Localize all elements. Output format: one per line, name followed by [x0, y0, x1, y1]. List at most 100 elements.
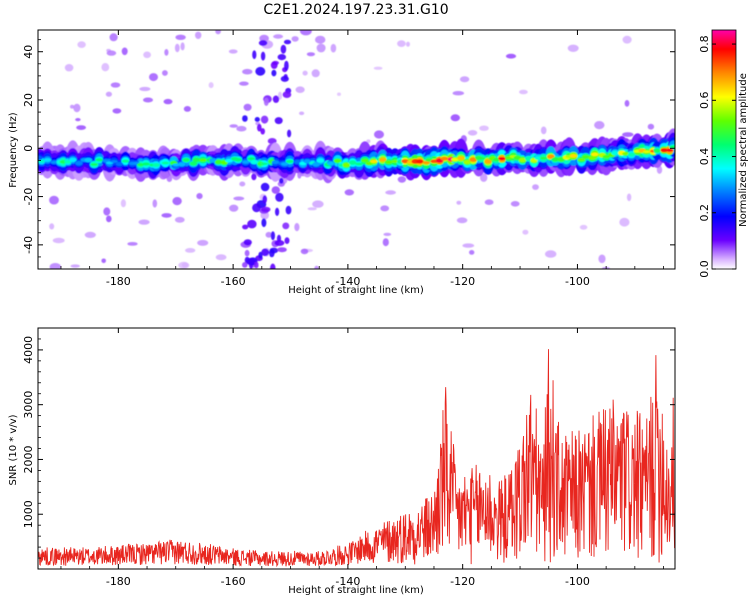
spectrogram-speckle	[183, 106, 191, 112]
spectrogram-speckle	[374, 130, 384, 139]
spectrogram-noise-blob	[275, 192, 284, 202]
spectrogram-speckle	[242, 68, 253, 75]
spectrogram-band-blob	[469, 157, 477, 163]
colorbar-label: Normalized spectral amplitude	[738, 73, 749, 227]
snr-y-tick-label: 2000	[22, 445, 35, 473]
spectrogram-speckle	[299, 111, 305, 116]
spectrogram-speckle	[49, 263, 61, 269]
spectrogram-band-blob	[152, 163, 160, 167]
spectrogram-band-blob	[95, 158, 104, 162]
spectrogram-noise-blob	[242, 262, 248, 268]
spectrogram-band-blob	[577, 158, 586, 162]
spectrogram-band-blob	[234, 157, 242, 162]
colorbar-tick-label: 0.4	[698, 148, 711, 166]
spectrogram-speckle	[174, 216, 185, 223]
spectrogram-speckle	[545, 250, 557, 258]
spectrogram-band-blob	[484, 159, 492, 164]
spectrogram-noise-blob	[269, 248, 275, 258]
snr-x-tick-label: -180	[106, 575, 131, 588]
spectrogram-speckle	[311, 69, 320, 78]
spectrogram-noise-blob	[270, 231, 275, 241]
spectrogram-speckle	[484, 199, 494, 205]
spectrogram-speckle	[459, 76, 470, 83]
spectrogram-noise-blob	[270, 263, 276, 269]
spectrogram-band-blob	[303, 159, 311, 164]
spectrogram-band-blob	[551, 157, 559, 162]
spectrogram-noise-blob	[260, 128, 266, 135]
spectrogram-speckle	[228, 49, 238, 54]
spectrogram-speckle	[540, 126, 547, 135]
spectrogram-speckle	[143, 97, 153, 103]
spectrogram-speckle	[138, 219, 150, 225]
spectrogram-noise-blob	[261, 218, 267, 228]
spectrogram-band-blob	[513, 155, 521, 160]
snr-series-line	[38, 349, 675, 568]
spectrogram-band-blob	[286, 159, 294, 164]
spectrogram-band-blob	[665, 148, 674, 152]
spectrogram-band-blob	[355, 162, 363, 166]
spectrogram-x-tick-label: -140	[335, 275, 360, 288]
spectrogram-band-blob	[534, 156, 542, 161]
spectrogram-noise-blob	[263, 97, 269, 106]
spectrogram-speckle	[49, 223, 55, 230]
spectrogram-speckle	[373, 66, 383, 70]
spectrogram-noise-blob	[260, 206, 271, 213]
spectrogram-band-blob	[281, 162, 289, 166]
spectrogram-speckle	[215, 30, 221, 35]
spectrogram-noise-blob	[284, 60, 289, 71]
spectrogram-speckle	[164, 49, 169, 56]
spectrogram-speckle	[152, 199, 158, 208]
spectrogram-speckle	[579, 224, 588, 230]
spectrogram-noise-blob	[247, 219, 257, 229]
spectrogram-speckle	[229, 124, 238, 128]
spectrogram-speckle	[180, 42, 185, 51]
spectrogram-noise-blob	[261, 248, 270, 257]
spectrogram-speckle	[480, 173, 488, 182]
spectrogram-speckle	[594, 121, 605, 130]
spectrogram-speckle	[215, 254, 227, 261]
spectrogram-band-blob	[627, 152, 636, 157]
spectrogram-band-blob	[250, 159, 258, 165]
spectrogram-band-blob	[422, 161, 431, 165]
spectrogram-y-tick-label: 40	[22, 45, 35, 59]
spectrogram-speckle	[330, 43, 337, 53]
spectrogram-band-blob	[182, 158, 190, 162]
spectrogram-noise-blob	[267, 138, 277, 145]
spectrogram-noise-blob	[275, 207, 280, 216]
spectrogram-speckle	[598, 254, 606, 264]
spectrogram-speckle	[295, 86, 305, 93]
spectrogram-noise-blob	[272, 95, 280, 103]
spectrogram-y-axis-label: Frequency (Hz)	[8, 112, 19, 188]
spectrogram-speckle	[49, 195, 59, 205]
spectrogram-noise-blob	[242, 115, 248, 122]
colorbar-tick-label: 0.2	[698, 204, 711, 222]
spectrogram-band-blob	[110, 160, 118, 163]
spectrogram-band-blob	[457, 156, 465, 161]
spectrogram-noise-blob	[253, 261, 259, 269]
spectrogram-heat-layer	[38, 30, 675, 269]
spectrogram-band-blob	[50, 160, 59, 164]
spectrogram-noise-blob	[284, 237, 290, 245]
spectrogram-speckle	[106, 215, 112, 223]
spectrogram-noise-blob	[252, 203, 261, 213]
spectrogram-band-blob	[178, 162, 186, 167]
spectrogram-band-blob	[642, 150, 651, 154]
spectrogram-noise-blob	[280, 75, 289, 82]
spectrogram-band-blob	[69, 157, 77, 162]
colorbar: 0.0 0.2 0.4 0.6 0.8 Normalized spectral ampl…	[698, 29, 749, 278]
snr-x-tick-label: -120	[450, 575, 475, 588]
spectrogram-noise-blob	[285, 205, 292, 215]
spectrogram-speckle	[112, 108, 122, 114]
spectrogram-speckle	[161, 213, 172, 218]
spectrogram-speckle	[273, 34, 284, 39]
spectrogram-speckle	[174, 43, 180, 53]
spectrogram-band-blob	[361, 158, 369, 163]
spectrogram-noise-blob	[280, 44, 287, 54]
spectrogram-band-blob	[653, 148, 661, 153]
spectrogram-speckle	[622, 132, 634, 138]
snr-x-axis-label: Height of straight line (km)	[288, 585, 424, 596]
spectrogram-speckle	[619, 217, 630, 227]
spectrogram-noise-blob	[257, 123, 262, 132]
spectrogram-band-blob	[225, 158, 233, 163]
